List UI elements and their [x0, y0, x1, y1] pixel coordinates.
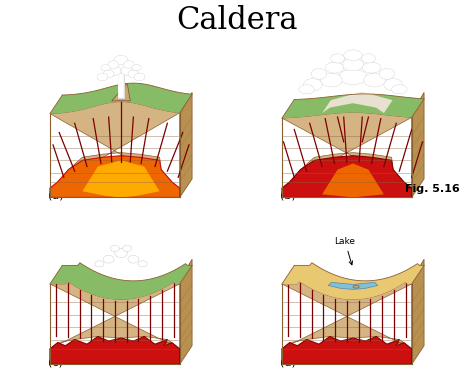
- Polygon shape: [282, 336, 412, 364]
- Ellipse shape: [121, 66, 133, 75]
- Ellipse shape: [330, 54, 345, 63]
- Ellipse shape: [379, 68, 395, 79]
- Ellipse shape: [325, 62, 344, 73]
- Polygon shape: [282, 281, 412, 349]
- Ellipse shape: [123, 61, 134, 68]
- Ellipse shape: [344, 50, 362, 61]
- Polygon shape: [282, 156, 412, 197]
- Ellipse shape: [132, 65, 141, 71]
- Text: (d): (d): [281, 357, 296, 367]
- Polygon shape: [282, 94, 424, 118]
- Ellipse shape: [128, 256, 139, 263]
- Ellipse shape: [342, 59, 364, 71]
- Ellipse shape: [97, 73, 108, 81]
- Polygon shape: [180, 92, 192, 197]
- Ellipse shape: [299, 85, 314, 94]
- Ellipse shape: [108, 61, 118, 68]
- Polygon shape: [412, 92, 424, 197]
- Polygon shape: [282, 113, 412, 188]
- Polygon shape: [412, 259, 424, 364]
- Polygon shape: [50, 336, 180, 364]
- Polygon shape: [322, 163, 384, 197]
- Polygon shape: [328, 282, 378, 289]
- Polygon shape: [282, 263, 424, 299]
- Ellipse shape: [109, 66, 121, 75]
- Ellipse shape: [364, 73, 385, 87]
- Polygon shape: [112, 83, 130, 101]
- Text: Lake: Lake: [335, 237, 356, 265]
- Ellipse shape: [362, 54, 375, 63]
- Ellipse shape: [110, 245, 119, 251]
- Polygon shape: [322, 92, 392, 113]
- Polygon shape: [50, 263, 192, 299]
- Ellipse shape: [320, 73, 342, 87]
- Ellipse shape: [103, 70, 114, 78]
- Ellipse shape: [113, 62, 129, 73]
- Ellipse shape: [311, 68, 327, 79]
- Polygon shape: [180, 259, 192, 364]
- Text: (b): (b): [281, 191, 296, 200]
- Ellipse shape: [353, 285, 359, 288]
- Polygon shape: [50, 83, 192, 114]
- Ellipse shape: [362, 62, 381, 73]
- Text: Caldera: Caldera: [176, 5, 298, 36]
- Polygon shape: [82, 160, 160, 197]
- Ellipse shape: [303, 79, 322, 91]
- Ellipse shape: [114, 55, 128, 65]
- Ellipse shape: [95, 261, 104, 267]
- Ellipse shape: [339, 69, 367, 85]
- Polygon shape: [50, 281, 180, 349]
- Ellipse shape: [392, 85, 407, 94]
- Ellipse shape: [134, 73, 145, 81]
- Ellipse shape: [138, 261, 147, 267]
- Ellipse shape: [128, 70, 139, 78]
- Ellipse shape: [115, 248, 127, 258]
- Polygon shape: [50, 156, 180, 197]
- Text: (c): (c): [48, 357, 64, 367]
- Text: (a): (a): [48, 191, 64, 200]
- Text: Fig. 5.16: Fig. 5.16: [405, 184, 460, 194]
- Ellipse shape: [103, 256, 114, 263]
- Polygon shape: [50, 102, 180, 188]
- Ellipse shape: [384, 79, 402, 91]
- Ellipse shape: [101, 65, 110, 71]
- Ellipse shape: [123, 245, 132, 251]
